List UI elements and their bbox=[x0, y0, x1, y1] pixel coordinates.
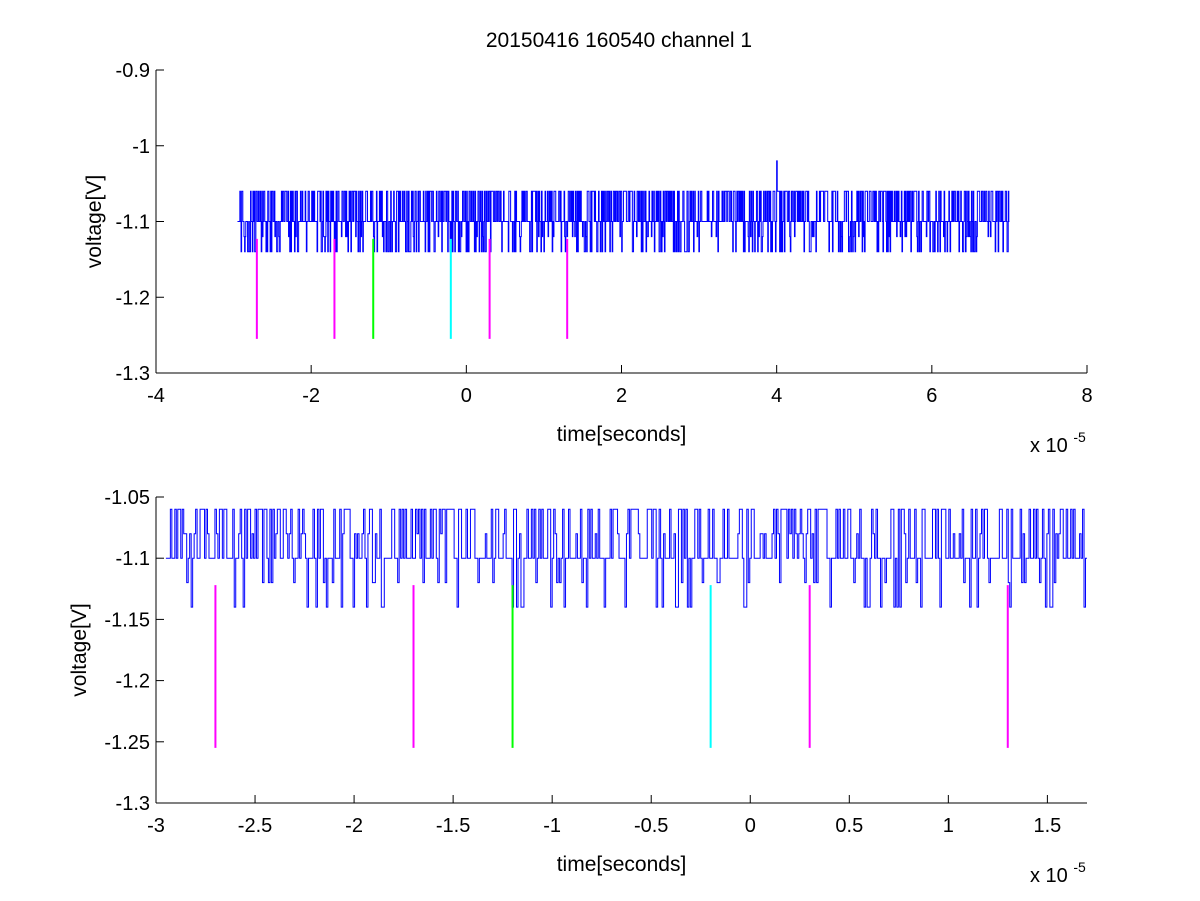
top-x-tick-label: 4 bbox=[771, 385, 782, 407]
top-x-multiplier: x 10 -5 bbox=[1030, 429, 1086, 457]
bottom-x-tick-label: -2.5 bbox=[238, 815, 272, 837]
top-voltage-trace bbox=[237, 160, 1010, 253]
top-y-axis-label: voltage[V] bbox=[83, 175, 106, 268]
top-y-tick-label: -1.3 bbox=[116, 363, 150, 385]
top-plot-area: -4 -2 0 2 4 6 8 -1.3 -1.2 -1.1 -1 -0.9 bbox=[116, 60, 1093, 407]
top-y-tick-label: -1 bbox=[132, 136, 150, 158]
bottom-y-axis-label: voltage[V] bbox=[68, 603, 91, 696]
bottom-x-tick-label: 0.5 bbox=[835, 815, 863, 837]
top-x-tick-label: 2 bbox=[616, 385, 627, 407]
bottom-x-multiplier-base: x 10 bbox=[1030, 865, 1068, 887]
top-y-tick-label: -1.2 bbox=[116, 287, 150, 309]
bottom-x-tick-label: 1 bbox=[943, 815, 954, 837]
bottom-x-axis-label: time[seconds] bbox=[557, 853, 687, 876]
top-y-tick-label: -1.1 bbox=[116, 212, 150, 234]
top-chart-panel: -4 -2 0 2 4 6 8 -1.3 -1.2 -1.1 -1 -0.9 time[seconds… bbox=[83, 60, 1093, 457]
top-x-tick-label: -2 bbox=[302, 385, 320, 407]
top-x-tick-label: -4 bbox=[147, 385, 165, 407]
bottom-y-tick-label: -1.25 bbox=[104, 732, 150, 754]
bottom-x-multiplier-exponent: -5 bbox=[1073, 859, 1086, 875]
bottom-y-tick-label: -1.15 bbox=[104, 609, 150, 631]
top-x-multiplier-base: x 10 bbox=[1030, 435, 1068, 457]
bottom-x-multiplier: x 10 -5 bbox=[1030, 859, 1086, 887]
bottom-y-tick-label: -1.1 bbox=[116, 548, 150, 570]
top-x-multiplier-exponent: -5 bbox=[1073, 429, 1086, 445]
figure-title: 20150416 160540 channel 1 bbox=[486, 29, 752, 52]
bottom-y-tick-label: -1.2 bbox=[116, 671, 150, 693]
bottom-y-tick-label: -1.05 bbox=[104, 487, 150, 509]
top-x-axis-label: time[seconds] bbox=[557, 423, 687, 446]
bottom-plot-area: -3 -2.5 -2 -1.5 -1 -0.5 0 0.5 1 1.5 -1.3 -1.25 -1.2 -… bbox=[104, 487, 1087, 837]
bottom-x-tick-label: -2 bbox=[345, 815, 363, 837]
bottom-x-tick-label: -3 bbox=[147, 815, 165, 837]
bottom-x-tick-label: -0.5 bbox=[634, 815, 668, 837]
bottom-x-tick-label: -1 bbox=[543, 815, 561, 837]
top-x-tick-label: 0 bbox=[461, 385, 472, 407]
top-y-tick-label: -0.9 bbox=[116, 60, 150, 82]
bottom-x-tick-label: 1.5 bbox=[1033, 815, 1061, 837]
top-x-tick-label: 6 bbox=[926, 385, 937, 407]
bottom-x-tick-label: 0 bbox=[745, 815, 756, 837]
top-x-tick-label: 8 bbox=[1081, 385, 1092, 407]
bottom-chart-panel: -3 -2.5 -2 -1.5 -1 -0.5 0 0.5 1 1.5 -1.3 -1.25 -1.2 -… bbox=[68, 487, 1087, 887]
bottom-y-tick-label: -1.3 bbox=[116, 793, 150, 815]
bottom-x-tick-label: -1.5 bbox=[436, 815, 470, 837]
bottom-voltage-trace bbox=[165, 508, 1087, 608]
